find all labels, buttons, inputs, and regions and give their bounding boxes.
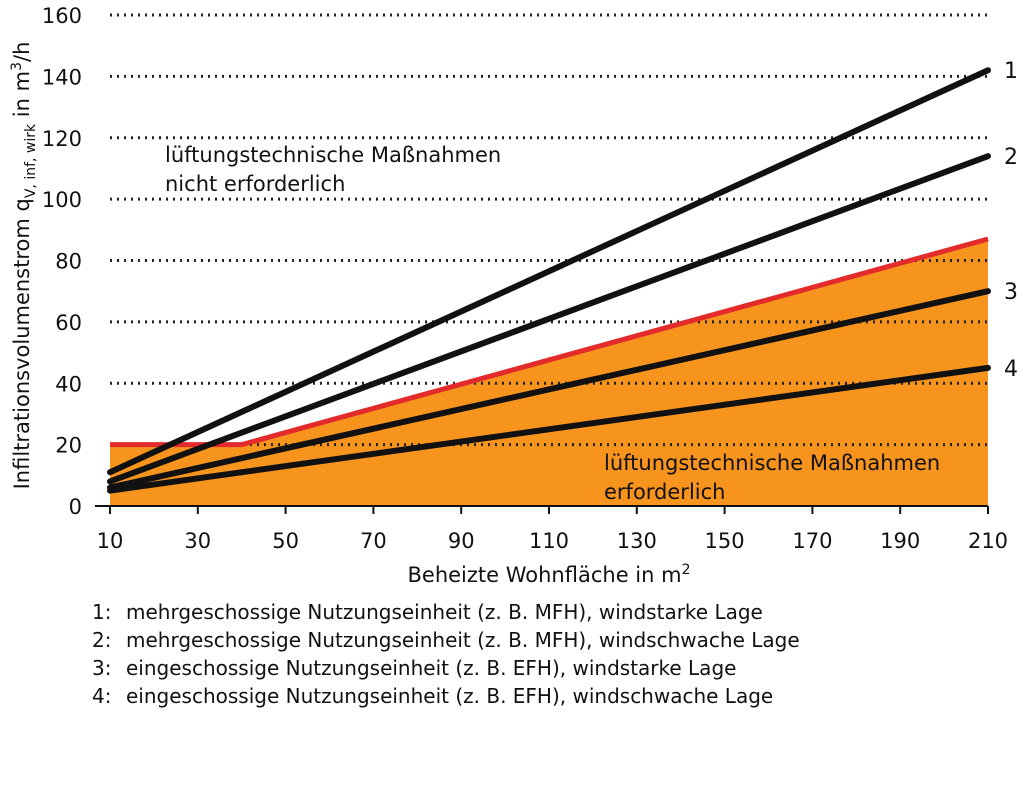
y-tick-label: 100 [42,188,82,212]
legend-number: 2: [92,628,112,652]
legend-text: eingeschossige Nutzungseinheit (z. B. EF… [126,656,737,680]
legend-item-1: 1: mehrgeschossige Nutzungseinheit (z. B.… [92,598,800,626]
x-tick-label: 90 [448,529,475,553]
series-line-2 [107,153,991,485]
legend-item-2: 2: mehrgeschossige Nutzungseinheit (z. B.… [92,626,800,654]
legend-item-3: 3: eingeschossige Nutzungseinheit (z. B. … [92,654,800,682]
legend-number: 4: [92,684,112,708]
y-tick-label: 160 [42,4,82,28]
legend-text: mehrgeschossige Nutzungseinheit (z. B. M… [126,600,763,624]
legend-number: 1: [92,600,112,624]
chart: 10 30 50 70 90 110 130 150 170 190 210 0 20 40 60 80 100… [9,4,1018,587]
x-tick-label: 10 [97,529,124,553]
x-tick-label: 130 [617,529,657,553]
x-axis-label: Beheizte Wohnfläche in m2 [408,562,691,587]
series-line-1 [107,67,991,476]
series-label-2: 2 [1004,145,1018,170]
y-tick-label: 0 [69,495,82,519]
x-tick-label: 210 [968,529,1008,553]
y-tick-label: 140 [42,65,82,89]
x-tick-label: 70 [360,529,387,553]
y-tick-label: 120 [42,127,82,151]
threshold-line [110,236,989,448]
y-axis-label: Infiltrationsvolumenstrom qV, inf, wirk … [9,42,39,490]
x-tick-label: 50 [272,529,299,553]
legend-text: mehrgeschossige Nutzungseinheit (z. B. M… [126,628,800,652]
y-tick-label: 40 [55,372,82,396]
legend-number: 3: [92,656,112,680]
x-tick-label: 150 [705,529,745,553]
x-tick-label: 170 [792,529,832,553]
x-tick-label: 30 [184,529,211,553]
y-tick-label: 20 [55,434,82,458]
series-label-3: 3 [1004,280,1018,305]
series-line-3 [107,288,991,491]
y-tick-label: 60 [55,311,82,335]
x-tick-label: 190 [880,529,920,553]
upper-region-label-line: lüftungstechnische Maßnahmen [165,143,501,167]
y-tick-label: 80 [55,250,82,274]
area-label-line: lüftungstechnische Maßnahmen [604,451,940,475]
area-label-line: erforderlich [604,480,725,504]
legend: 1: mehrgeschossige Nutzungseinheit (z. B.… [92,598,800,710]
x-tick-label: 110 [529,529,569,553]
legend-text: eingeschossige Nutzungseinheit (z. B. EF… [126,684,774,708]
series-label-1: 1 [1004,59,1018,84]
legend-item-4: 4: eingeschossige Nutzungseinheit (z. B. … [92,682,800,710]
series-line-4 [107,364,991,494]
series-label-4: 4 [1004,357,1018,382]
upper-region-label-line: nicht erforderlich [165,172,345,196]
